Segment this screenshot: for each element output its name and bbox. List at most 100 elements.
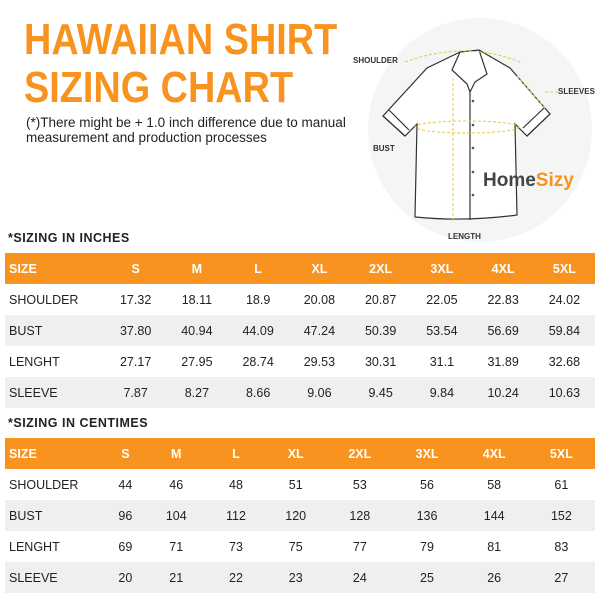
cell-value: 25: [393, 562, 461, 593]
row-label: SLEEVE: [5, 377, 105, 408]
cell-value: 28.74: [242, 354, 274, 369]
row-label: SLEEVE: [5, 562, 105, 593]
cell-value: 22: [206, 562, 266, 593]
table-row: SHOULDER 17.32 18.11 18.9 20.08 20.87 22.05 22.…: [5, 284, 595, 315]
cell-value: 77: [352, 539, 367, 554]
table-header-row: SIZE S M L XL 2XL 3XL 4XL 5XL: [5, 438, 595, 469]
inches-section-title: *SIZING IN INCHES: [8, 231, 130, 245]
cell-value: 144: [460, 500, 528, 531]
table-header-row: SIZE S M L XL 2XL 3XL 4XL 5XL: [5, 253, 595, 284]
header-cell: XL: [265, 438, 327, 469]
cell-value: 17.32: [119, 292, 152, 307]
cell-value: 27.17: [119, 354, 152, 369]
cell-value: 112: [206, 500, 266, 531]
measurement-note: (*)There might be + 1.0 inch difference …: [26, 115, 346, 145]
cell-value: 7.87: [105, 377, 167, 408]
cell-value: 18.9: [245, 292, 271, 307]
cell-value: 120: [265, 500, 327, 531]
cell-value: 152: [527, 500, 595, 531]
cell-value: 40.94: [166, 315, 228, 346]
cm-section-title: *SIZING IN CENTIMES: [8, 416, 149, 430]
title-line-2: SIZING CHART: [24, 63, 294, 112]
cell-value: 51: [288, 477, 303, 492]
cm-table: SIZE S M L XL 2XL 3XL 4XL 5XL SHOULDER 44 46 48 51 53…: [5, 438, 595, 593]
cell-value: 26: [460, 562, 528, 593]
header-cell: 3XL: [393, 438, 461, 469]
cell-value: 27: [527, 562, 595, 593]
cell-value: 18.11: [181, 292, 213, 307]
row-label: SHOULDER: [9, 477, 79, 492]
label-bust: BUST: [373, 144, 395, 153]
title-line-1: HAWAIIAN SHIRT: [24, 15, 338, 64]
table-row: SLEEVE 7.87 8.27 8.66 9.06 9.45 9.84 10.24 10.63: [5, 377, 595, 408]
cell-value: 22.05: [426, 292, 458, 307]
cell-value: 104: [145, 500, 207, 531]
cell-value: 10.24: [472, 377, 534, 408]
cell-value: 47.24: [288, 315, 350, 346]
header-cell: SIZE: [5, 253, 105, 284]
row-label: BUST: [5, 315, 105, 346]
brand-logo: HomeSizy: [483, 170, 574, 191]
cell-value: 20.87: [364, 292, 397, 307]
header-cell: 2XL: [326, 438, 394, 469]
table-row: BUST 37.80 40.94 44.09 47.24 50.39 53.54 56.69 5…: [5, 315, 595, 346]
row-label: LENGHT: [9, 354, 60, 369]
header-cell: SIZE: [5, 438, 105, 469]
cell-value: 53: [352, 477, 367, 492]
cell-value: 8.66: [227, 377, 289, 408]
cell-value: 32.68: [548, 354, 581, 369]
cell-value: 30.31: [364, 354, 397, 369]
header-cell: 3XL: [411, 253, 473, 284]
cell-value: 21: [145, 562, 207, 593]
cell-value: 71: [169, 539, 184, 554]
cell-value: 37.80: [105, 315, 167, 346]
cell-value: 23: [265, 562, 327, 593]
table-row: SHOULDER 44 46 48 51 53 56 58 61: [5, 469, 595, 500]
cell-value: 128: [326, 500, 394, 531]
table-row: BUST 96 104 112 120 128 136 144 152: [5, 500, 595, 531]
cell-value: 56: [420, 477, 434, 492]
header-cell: XL: [288, 253, 350, 284]
cell-value: 61: [554, 477, 569, 492]
cell-value: 8.27: [166, 377, 228, 408]
cell-value: 136: [393, 500, 461, 531]
cell-value: 20: [105, 562, 146, 593]
header-cell: M: [145, 438, 207, 469]
cell-value: 96: [105, 500, 146, 531]
row-label: LENGHT: [9, 539, 60, 554]
cell-value: 48: [229, 477, 243, 492]
cell-value: 44.09: [227, 315, 289, 346]
table-row: LENGHT 27.17 27.95 28.74 29.53 30.31 31.1 31.89…: [5, 346, 595, 377]
cell-value: 69: [118, 539, 133, 554]
cell-value: 29.53: [303, 354, 336, 369]
header-cell: 5XL: [533, 253, 595, 284]
cell-value: 58: [487, 477, 502, 492]
cell-value: 24: [326, 562, 394, 593]
cell-value: 59.84: [533, 315, 595, 346]
header-cell: M: [166, 253, 228, 284]
header-cell: S: [105, 253, 167, 284]
cell-value: 44: [118, 477, 133, 492]
cell-value: 9.45: [350, 377, 412, 408]
inches-table: SIZE S M L XL 2XL 3XL 4XL 5XL SHOULDER 17.32 18.11…: [5, 253, 595, 408]
cell-value: 9.84: [411, 377, 473, 408]
cell-value: 75: [288, 539, 303, 554]
cell-value: 31.1: [429, 354, 455, 369]
cell-value: 20.08: [303, 292, 336, 307]
header-cell: L: [227, 253, 289, 284]
cell-value: 53.54: [411, 315, 473, 346]
table-row: LENGHT 69 71 73 75 77 79 81 83: [5, 531, 595, 562]
row-label: SHOULDER: [9, 292, 79, 307]
table-row: SLEEVE 20 21 22 23 24 25 26 27: [5, 562, 595, 593]
shirt-icon: [382, 49, 551, 220]
shirt-diagram: SHOULDER SLEEVES BUST LENGTH HomeSizy: [353, 18, 596, 242]
cell-value: 56.69: [472, 315, 534, 346]
cell-value: 46: [169, 477, 184, 492]
cell-value: 10.63: [533, 377, 595, 408]
cell-value: 9.06: [288, 377, 350, 408]
cell-value: 83: [554, 539, 569, 554]
cell-value: 79: [420, 539, 434, 554]
cell-value: 24.02: [548, 292, 581, 307]
label-sleeves: SLEEVES: [558, 87, 596, 96]
header-cell: 4XL: [472, 253, 534, 284]
